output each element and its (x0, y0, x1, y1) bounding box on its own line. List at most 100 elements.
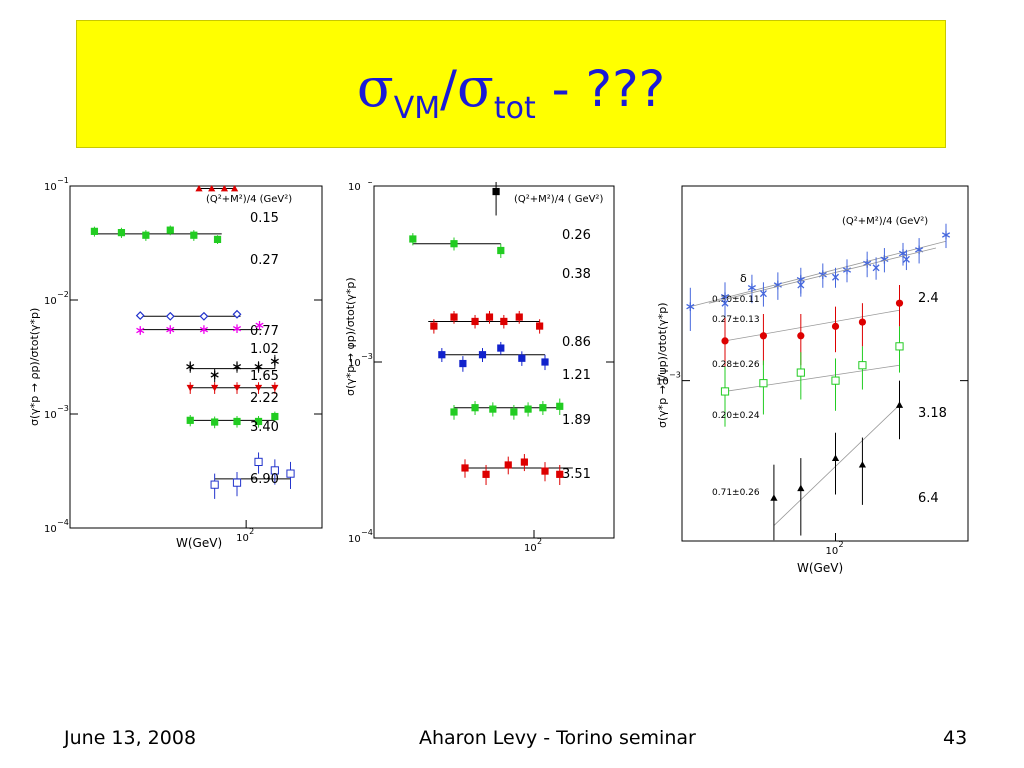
delta-value: 0.28±0.26 (712, 360, 760, 370)
y-tick-exp: −4 (57, 518, 69, 527)
data-point (902, 255, 910, 263)
data-point (271, 384, 279, 392)
data-point (450, 240, 458, 248)
data-point (721, 299, 729, 307)
data-point (210, 370, 219, 380)
data-point (199, 325, 208, 334)
data-point (450, 408, 458, 416)
data-point (759, 290, 767, 298)
y-tick-base: 10 (44, 296, 57, 307)
data-point (759, 332, 768, 340)
data-point (831, 454, 840, 461)
data-point (556, 470, 564, 478)
x-tick-exp: 2 (839, 540, 844, 549)
fit-line (708, 247, 937, 304)
data-point (941, 230, 951, 240)
data-point (165, 311, 175, 321)
data-point (166, 226, 174, 234)
y-tick-base: 10 (348, 534, 361, 545)
title-sigma-tot: σ (456, 56, 494, 119)
title-suffix: - ??? (535, 60, 666, 118)
y-tick-base: 10 (656, 377, 669, 388)
plot-frame (681, 185, 969, 542)
data-point (270, 356, 279, 366)
series-label: 1.21 (562, 368, 591, 383)
data-point (213, 235, 222, 244)
data-point (220, 184, 229, 192)
data-point (254, 384, 263, 392)
data-point (254, 362, 263, 372)
data-point (497, 344, 505, 352)
x-tick-exp: 2 (249, 527, 254, 536)
data-point (895, 401, 904, 408)
fit-line (773, 404, 900, 526)
data-point (430, 322, 438, 330)
data-point (255, 320, 264, 330)
data-point (195, 184, 203, 192)
data-point (541, 467, 549, 475)
data-point (797, 484, 805, 492)
data-point (541, 358, 549, 366)
y-tick-exp: −2 (57, 290, 69, 299)
data-point (686, 302, 695, 311)
data-point (489, 405, 497, 413)
series-label: 1.89 (562, 413, 591, 428)
y-axis-label: σ(γ*p → φp)/σtot(γ*p) (344, 277, 357, 396)
x-tick-exp: 2 (537, 537, 542, 546)
data-point (858, 318, 867, 326)
data-point (254, 457, 263, 467)
data-point (478, 351, 487, 359)
data-point (117, 229, 126, 237)
x-tick-base: 10 (236, 533, 249, 544)
footer-date: June 13, 2008 (64, 727, 197, 749)
data-point (409, 235, 417, 243)
data-point (186, 416, 194, 424)
title-sigma-vm: σ (356, 56, 394, 119)
series-label: 0.86 (562, 335, 591, 350)
data-point (831, 273, 840, 281)
data-point (186, 384, 194, 392)
data-point (459, 359, 467, 368)
data-point (135, 311, 145, 321)
data-point (233, 384, 241, 392)
fit-line (724, 364, 900, 392)
data-point (773, 280, 782, 290)
series-label: 0.15 (250, 211, 279, 226)
data-point (539, 404, 547, 412)
x-axis-label: W(GeV) (176, 536, 222, 550)
data-point (556, 402, 564, 410)
data-point (895, 299, 904, 307)
legend-title: (Q²+M²)/4 ( GeV²) (514, 194, 603, 205)
data-point (211, 418, 219, 426)
data-point (504, 461, 512, 469)
y-tick-exp: −1 (57, 176, 69, 185)
y-tick-base: 10 (348, 182, 361, 193)
data-point (199, 311, 209, 321)
delta-value: 0.71±0.26 (712, 488, 760, 498)
series-label: 0.38 (562, 267, 591, 282)
data-point (90, 227, 99, 235)
data-point (208, 184, 216, 192)
data-point (536, 322, 544, 330)
data-point (524, 405, 532, 413)
data-point (770, 494, 778, 501)
data-point (492, 187, 500, 196)
footer-page-number: 43 (943, 727, 968, 749)
x-tick-base: 10 (524, 543, 537, 552)
y-tick-base: 10 (44, 410, 57, 421)
series-label: 6.4 (918, 491, 939, 506)
x-axis-label: W(GeV) (558, 551, 604, 552)
data-point (136, 326, 145, 335)
data-point (497, 246, 505, 255)
data-point (232, 324, 242, 334)
x-tick-base: 10 (826, 546, 839, 557)
series-label: 0.27 (250, 253, 279, 268)
series-label: 3.51 (562, 467, 591, 482)
data-point (190, 231, 198, 239)
data-point (747, 283, 756, 293)
series-label: 0.26 (562, 228, 591, 243)
delta-value: 0.27±0.13 (712, 315, 760, 325)
data-point (858, 361, 867, 370)
series-label: 3.18 (918, 406, 947, 421)
